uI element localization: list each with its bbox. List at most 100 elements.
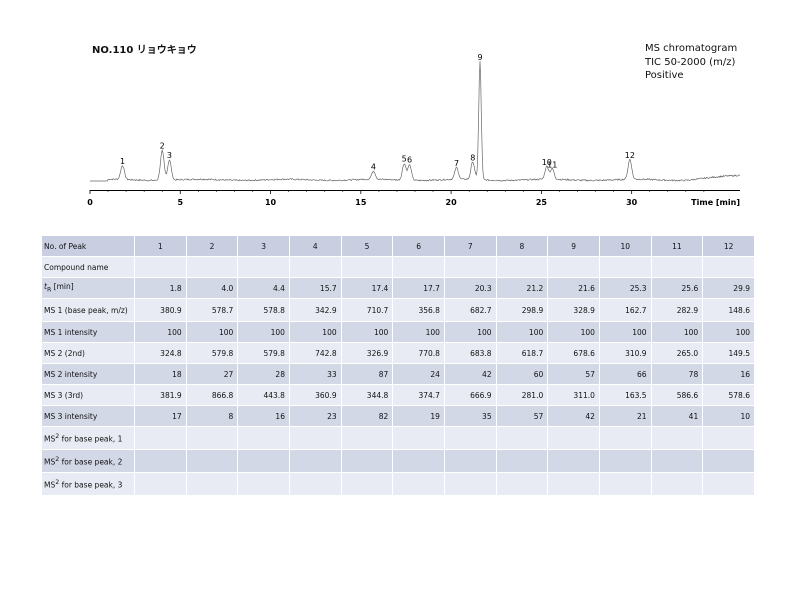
ms2-intensity-cell: 57 xyxy=(547,363,600,385)
peak-label: 12 xyxy=(625,151,635,160)
ms2-cell: 618.7 xyxy=(495,342,549,364)
ms3-intensity-cell: 41 xyxy=(650,405,704,427)
ms2-base-peak-2-cell xyxy=(340,449,394,473)
ms2-base-peak-3-cell xyxy=(237,472,290,496)
ms2-base-peak-1-cell xyxy=(495,426,549,450)
ms2-base-peak-2-cell xyxy=(288,449,342,473)
table-row-compound-name: Compound name xyxy=(41,256,755,278)
ms1-intensity-cell: 100 xyxy=(650,321,704,343)
ms2bp-text: for base peak, 2 xyxy=(59,457,123,467)
row-label: MS2 for base peak, 3 xyxy=(41,472,135,496)
ms2-base-peak-2-cell xyxy=(185,449,239,473)
x-axis-label: Time [min] xyxy=(691,198,740,207)
ms2-intensity-cell: 27 xyxy=(185,363,239,385)
retention-time-cell: 20.3 xyxy=(443,277,497,299)
ms-superscript: 2 xyxy=(55,433,60,441)
ms2-cell: 742.8 xyxy=(288,342,342,364)
retention-time-cell: 1.8 xyxy=(134,277,187,299)
retention-time-cell: 17.4 xyxy=(340,277,394,299)
ms2-base-peak-1-cell xyxy=(598,426,652,450)
ms2-base-peak-3-cell xyxy=(185,472,239,496)
ms2-intensity-cell: 42 xyxy=(443,363,497,385)
x-tick-label: 5 xyxy=(177,198,183,207)
ms2-base-peak-3-cell xyxy=(495,472,549,496)
ms1-intensity-cell: 100 xyxy=(495,321,549,343)
ms2-base-peak-1-cell xyxy=(650,426,704,450)
ms2-base-peak-2-cell xyxy=(443,449,497,473)
x-tick-label: 15 xyxy=(355,198,367,207)
retention-time-cell: 17.7 xyxy=(392,277,445,299)
ms2bp-text: for base peak, 3 xyxy=(59,480,123,490)
ms2-cell: 149.5 xyxy=(702,342,755,364)
ms3-intensity-cell: 19 xyxy=(392,405,445,427)
ms2-base-peak-1-cell xyxy=(547,426,600,450)
ms1-intensity-cell: 100 xyxy=(185,321,239,343)
ms2-base-peak-3-cell xyxy=(443,472,497,496)
ms2-cell: 678.6 xyxy=(547,342,600,364)
table-row-ms2-base-peak-3: MS2 for base peak, 3 xyxy=(41,472,755,496)
table-row-ms2: MS 2 (2nd) 324.8 579.8 579.8 742.8 326.9 770.… xyxy=(41,342,755,364)
ms-text: MS xyxy=(44,480,56,490)
ms-text: MS xyxy=(44,457,56,467)
ms2-cell: 579.8 xyxy=(237,342,290,364)
ms3-cell: 163.5 xyxy=(598,384,652,406)
ms3-intensity-cell: 57 xyxy=(495,405,549,427)
ms2-intensity-cell: 16 xyxy=(702,363,755,385)
compound-name-cell xyxy=(392,256,445,278)
ms2-cell: 770.8 xyxy=(392,342,445,364)
ms2-base-peak-2-cell xyxy=(702,449,755,473)
ms3-cell: 311.0 xyxy=(547,384,600,406)
ms3-intensity-cell: 8 xyxy=(185,405,239,427)
ms3-cell: 866.8 xyxy=(185,384,239,406)
ms1-intensity-cell: 100 xyxy=(237,321,290,343)
ms3-cell: 360.9 xyxy=(288,384,342,406)
compound-name-cell xyxy=(443,256,497,278)
ms2-base-peak-2-cell xyxy=(650,449,704,473)
row-label: tR [min] xyxy=(41,277,135,299)
ms2-intensity-cell: 87 xyxy=(340,363,394,385)
peak-label: 1 xyxy=(120,157,125,166)
row-label: Compound name xyxy=(41,256,135,278)
ms3-cell: 586.6 xyxy=(650,384,704,406)
retention-time-cell: 25.6 xyxy=(650,277,704,299)
ms2-base-peak-3-cell xyxy=(650,472,704,496)
ms2-base-peak-3-cell xyxy=(340,472,394,496)
chromatogram-legend: MS chromatogram TIC 50-2000 (m/z) Positi… xyxy=(645,42,737,83)
ms2-base-peak-1-cell xyxy=(443,426,497,450)
retention-time-cell: 21.2 xyxy=(495,277,549,299)
table-row-ms2-base-peak-1: MS2 for base peak, 1 xyxy=(41,426,755,450)
peak-label: 11 xyxy=(547,160,557,169)
table-row-ms2-intensity: MS 2 intensity 18 27 28 33 87 24 42 60 57 66 78 16 xyxy=(41,363,755,385)
ms1-intensity-cell: 100 xyxy=(547,321,600,343)
ms2-cell: 324.8 xyxy=(134,342,187,364)
ms1-cell: 148.6 xyxy=(702,298,755,322)
peak-number-cell: 6 xyxy=(392,235,445,257)
ms1-cell: 282.9 xyxy=(650,298,704,322)
ms3-cell: 344.8 xyxy=(340,384,394,406)
peak-label: 2 xyxy=(160,142,165,151)
peak-number-cell: 10 xyxy=(598,235,652,257)
ms2-base-peak-2-cell xyxy=(237,449,290,473)
ms2-intensity-cell: 60 xyxy=(495,363,549,385)
retention-time-cell: 29.9 xyxy=(702,277,755,299)
ms2-base-peak-1-cell xyxy=(340,426,394,450)
ms1-intensity-cell: 100 xyxy=(702,321,755,343)
ms1-cell: 328.9 xyxy=(547,298,600,322)
ms2-base-peak-3-cell xyxy=(392,472,445,496)
legend-line-1: MS chromatogram xyxy=(645,43,738,54)
compound-name-cell xyxy=(134,256,187,278)
ms2-base-peak-2-cell xyxy=(495,449,549,473)
compound-name-cell xyxy=(495,256,549,278)
ms3-intensity-cell: 21 xyxy=(598,405,652,427)
ms2-base-peak-1-cell xyxy=(185,426,239,450)
ms2-base-peak-2-cell xyxy=(598,449,652,473)
ms1-intensity-cell: 100 xyxy=(598,321,652,343)
peak-number-cell: 5 xyxy=(340,235,394,257)
ms2-base-peak-1-cell xyxy=(392,426,445,450)
compound-name-cell xyxy=(650,256,704,278)
x-tick-label: 30 xyxy=(626,198,638,207)
ms2-intensity-cell: 33 xyxy=(288,363,342,385)
ms1-cell: 298.9 xyxy=(495,298,549,322)
row-label: MS 2 intensity xyxy=(41,363,135,385)
